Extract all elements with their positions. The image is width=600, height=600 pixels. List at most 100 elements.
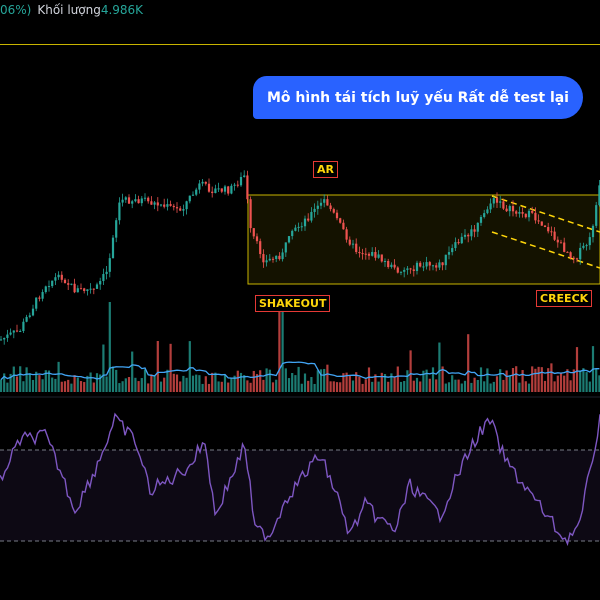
candle-body bbox=[60, 274, 63, 280]
volume-bar bbox=[559, 373, 563, 392]
volume-bar bbox=[393, 376, 396, 392]
volume-bar bbox=[99, 374, 102, 392]
candle-body bbox=[348, 239, 351, 245]
candle-body bbox=[387, 260, 390, 268]
candle-body bbox=[467, 234, 470, 237]
volume-bar bbox=[547, 368, 550, 392]
candle-body bbox=[92, 288, 95, 290]
candle-body bbox=[470, 229, 473, 237]
volume-bar bbox=[460, 383, 463, 392]
horizontal-price-line[interactable] bbox=[0, 44, 600, 45]
candle-body bbox=[406, 268, 409, 270]
candle-body bbox=[9, 332, 12, 335]
volume-bar bbox=[134, 377, 137, 392]
volume-bar bbox=[198, 375, 201, 392]
volume-bar bbox=[6, 382, 9, 392]
candle-body bbox=[438, 262, 441, 268]
callout-bubble[interactable]: Mô hình tái tích luỹ yếu Rất dễ test lại bbox=[253, 76, 583, 119]
volume-bar bbox=[102, 344, 105, 392]
volume-bar bbox=[409, 350, 412, 392]
volume-bar bbox=[335, 382, 339, 392]
volume-bar bbox=[364, 379, 367, 392]
volume-bar bbox=[191, 375, 195, 392]
candle-body bbox=[262, 254, 265, 263]
candle-body bbox=[543, 225, 547, 228]
rsi-band bbox=[0, 450, 600, 541]
volume-bar bbox=[598, 375, 600, 392]
candle-body bbox=[137, 199, 140, 204]
volume-bar bbox=[217, 381, 220, 392]
volume-bar bbox=[380, 372, 383, 392]
candle-body bbox=[579, 247, 582, 260]
volume-bar bbox=[211, 372, 214, 392]
candle-body bbox=[383, 260, 387, 262]
candle-body bbox=[252, 228, 255, 237]
candle-body bbox=[332, 209, 335, 213]
candle-body bbox=[444, 254, 447, 266]
candle-body bbox=[54, 277, 57, 281]
candle-body bbox=[377, 254, 380, 258]
volume-bar bbox=[438, 342, 441, 392]
volume-bar bbox=[115, 369, 118, 392]
candle-body bbox=[230, 185, 233, 194]
candle-body bbox=[511, 206, 515, 212]
volume-bar bbox=[422, 370, 425, 392]
volume-bar bbox=[230, 378, 233, 392]
candle-body bbox=[534, 212, 537, 221]
volume-bar bbox=[137, 381, 140, 392]
volume-bar bbox=[108, 302, 111, 392]
candle-body bbox=[342, 222, 345, 230]
volume-bar bbox=[89, 372, 92, 392]
volume-bar bbox=[60, 381, 63, 392]
volume-bar bbox=[518, 382, 521, 392]
candle-body bbox=[319, 202, 323, 206]
candle-body bbox=[233, 184, 236, 186]
volume-bar bbox=[492, 381, 495, 392]
candle-body bbox=[415, 262, 419, 271]
candle-body bbox=[393, 264, 396, 268]
volume-bar bbox=[227, 382, 230, 392]
candle-body bbox=[531, 210, 534, 213]
candle-body bbox=[179, 208, 182, 211]
rsi-line bbox=[0, 412, 600, 547]
volume-bar bbox=[326, 364, 329, 392]
candle-body bbox=[361, 253, 364, 255]
volume-bar bbox=[499, 369, 502, 392]
annotation-creeck[interactable]: CREECK bbox=[536, 290, 593, 307]
candle-body bbox=[204, 181, 207, 184]
annotation-ar[interactable]: AR bbox=[313, 161, 338, 178]
candle-body bbox=[198, 183, 201, 190]
volume-bar bbox=[243, 375, 246, 392]
volume-bars bbox=[0, 302, 600, 392]
candle-body bbox=[134, 199, 137, 202]
candle-body bbox=[89, 288, 92, 290]
candle-body bbox=[390, 264, 393, 268]
candle-body bbox=[524, 213, 527, 218]
volume-bar bbox=[307, 380, 310, 392]
candle-body bbox=[150, 201, 153, 205]
volume-bar bbox=[76, 377, 79, 392]
volume-bar bbox=[47, 370, 51, 392]
volume-bar bbox=[527, 383, 531, 392]
volume-bar bbox=[463, 380, 467, 392]
volume-bar bbox=[54, 378, 57, 392]
candle-body bbox=[540, 221, 543, 226]
candle-body bbox=[476, 222, 479, 232]
candle-body bbox=[358, 252, 361, 254]
volume-bar bbox=[361, 383, 364, 392]
candle-body bbox=[105, 271, 108, 275]
annotation-shakeout[interactable]: SHAKEOUT bbox=[255, 295, 331, 312]
candle-body bbox=[19, 331, 22, 333]
volume-bar bbox=[508, 375, 511, 392]
volume-bar bbox=[79, 381, 83, 392]
volume-bar bbox=[15, 376, 19, 392]
volume-bar bbox=[67, 379, 70, 392]
candle-body bbox=[51, 280, 54, 287]
volume-bar bbox=[83, 382, 86, 392]
candle-body bbox=[566, 251, 569, 253]
volume-bar bbox=[310, 377, 313, 392]
candle-body bbox=[201, 181, 204, 184]
volume-bar bbox=[143, 369, 147, 392]
candle-body bbox=[310, 211, 313, 221]
